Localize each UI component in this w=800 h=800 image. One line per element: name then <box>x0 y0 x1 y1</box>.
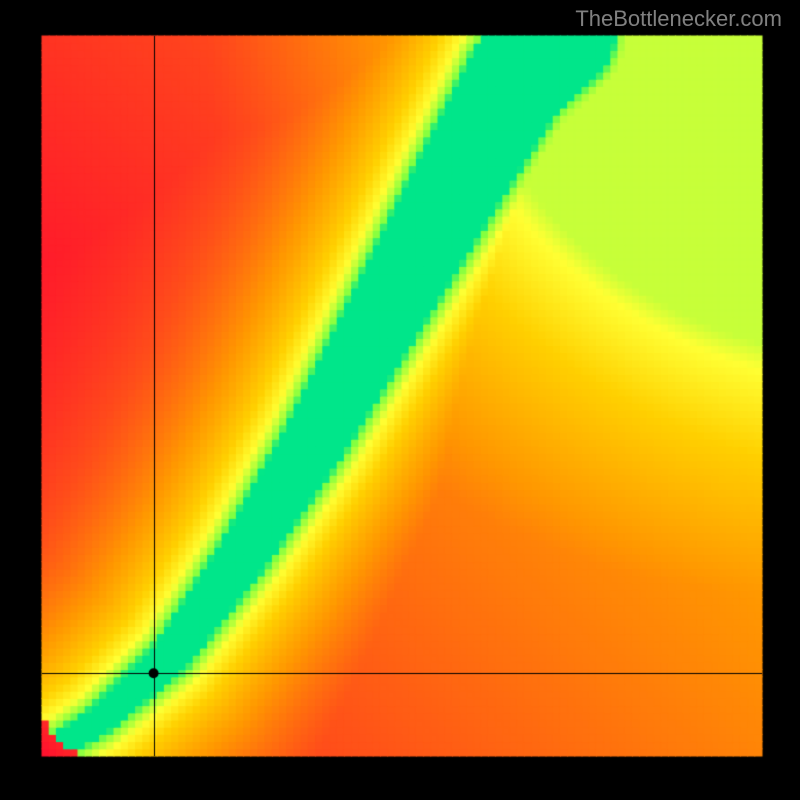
bottleneck-heatmap <box>0 0 800 800</box>
watermark-text: TheBottlenecker.com <box>575 6 782 32</box>
